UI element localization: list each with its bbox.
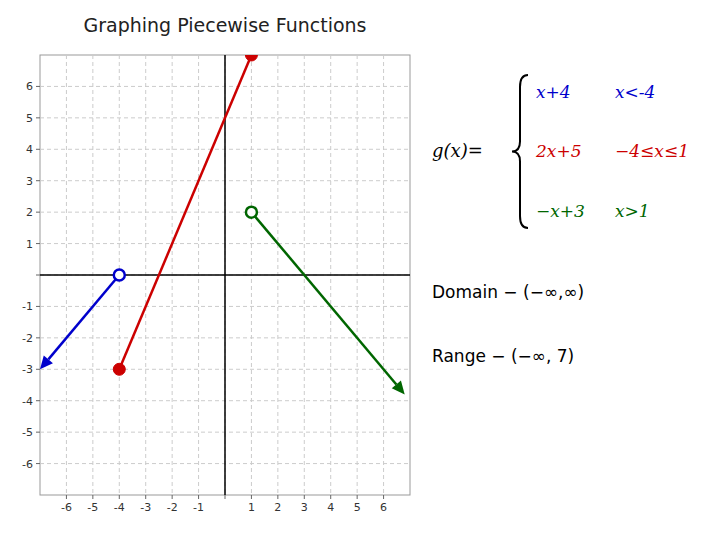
chart: Graphing Piecewise Functions -6 -5 -4 -3 -2 -1… [0, 0, 720, 540]
open-point [246, 207, 257, 218]
closed-point [113, 363, 125, 375]
tick [172, 495, 173, 499]
tick [198, 495, 199, 499]
tick [383, 495, 384, 499]
tick [36, 243, 40, 244]
tick [145, 495, 146, 499]
tick-label: -3 [140, 501, 151, 514]
tick-label: -4 [114, 501, 125, 514]
formula-head: g(x)= [432, 140, 483, 161]
piece-formula: −x+3 [536, 201, 585, 221]
tick [357, 495, 358, 499]
tick-label: 6 [380, 501, 387, 514]
arrowhead [40, 355, 53, 369]
tick [36, 117, 40, 118]
tick [225, 495, 226, 499]
tick-label: 1 [248, 501, 255, 514]
tick-label: -3 [22, 363, 33, 376]
plot-frame [40, 55, 410, 495]
tick-label: 3 [301, 501, 308, 514]
tick [36, 432, 40, 433]
tick-label: -1 [22, 300, 33, 313]
piece-condition: x>1 [615, 201, 650, 221]
tick-label: 5 [354, 501, 361, 514]
tick [36, 337, 40, 338]
piece-condition: −4≤x≤1 [615, 141, 689, 161]
tick [36, 212, 40, 213]
tick-label: 6 [26, 80, 33, 93]
tick [36, 369, 40, 370]
tick-label: -2 [22, 332, 33, 345]
tick [92, 495, 93, 499]
tick [330, 495, 331, 499]
tick-label: 4 [26, 143, 33, 156]
tick [66, 495, 67, 499]
tick-label: -5 [22, 426, 33, 439]
tick-label: -6 [61, 501, 72, 514]
tick [36, 180, 40, 181]
tick [251, 495, 252, 499]
piece-line [48, 275, 119, 359]
tick [277, 495, 278, 499]
title: Graphing Piecewise Functions [83, 14, 366, 36]
annotation: Domain − (−∞,∞) [432, 282, 584, 302]
annotation: Range − (−∞, 7) [432, 346, 574, 366]
closed-point [245, 55, 257, 61]
tick-label: -5 [87, 501, 98, 514]
arrowhead [392, 381, 405, 395]
tick-label: 3 [26, 175, 33, 188]
tick [304, 495, 305, 499]
tick [36, 149, 40, 150]
piece-formula: 2x+5 [535, 141, 581, 161]
open-point [114, 270, 125, 281]
piece-condition: x<-4 [615, 82, 655, 102]
tick-label: -4 [22, 395, 33, 408]
piece-line [119, 55, 251, 369]
tick [36, 400, 40, 401]
piece-formula: x+4 [536, 82, 571, 102]
tick-label: -6 [22, 458, 33, 471]
tick-label: 1 [26, 238, 33, 251]
tick-label: -2 [167, 501, 178, 514]
tick [36, 463, 40, 464]
tick [119, 495, 120, 499]
tick-label: 5 [26, 112, 33, 125]
data-layer [40, 55, 405, 394]
tick-label: -1 [193, 501, 204, 514]
tick-label: 2 [274, 501, 281, 514]
tick [36, 275, 40, 276]
tick [36, 306, 40, 307]
tick [36, 86, 40, 87]
piece-line [251, 212, 396, 384]
tick-label: 4 [327, 501, 334, 514]
brace [512, 75, 528, 228]
grid [40, 55, 410, 495]
tick-label: 2 [26, 206, 33, 219]
